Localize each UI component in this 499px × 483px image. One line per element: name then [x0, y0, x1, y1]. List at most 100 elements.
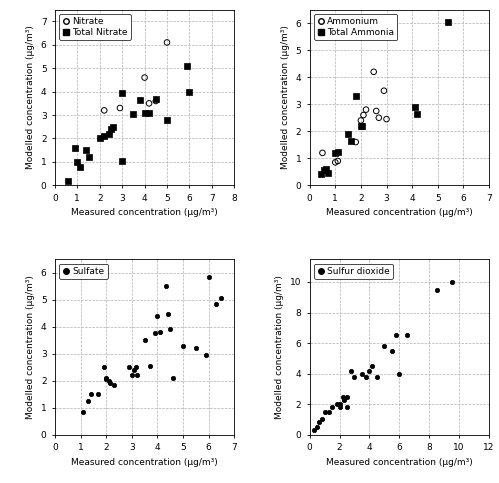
Point	[179, 341, 187, 349]
Point	[310, 426, 318, 434]
Point	[213, 300, 221, 308]
Point	[94, 390, 102, 398]
Point	[403, 331, 411, 339]
Point	[164, 311, 172, 318]
Point	[320, 167, 328, 174]
Point	[343, 403, 351, 411]
Legend: Ammonium, Total Ammonia: Ammonium, Total Ammonia	[314, 14, 397, 40]
Point	[116, 104, 124, 112]
Point	[380, 87, 388, 95]
Point	[100, 132, 108, 140]
Point	[128, 371, 136, 379]
Point	[166, 326, 174, 333]
Point	[156, 328, 164, 336]
Point	[334, 157, 342, 165]
Point	[347, 367, 355, 374]
Point	[163, 116, 171, 124]
Point	[145, 109, 153, 116]
Point	[145, 99, 153, 107]
Point	[340, 396, 348, 403]
Point	[152, 97, 160, 105]
Point	[323, 169, 331, 177]
Point	[313, 423, 321, 431]
Point	[105, 377, 113, 384]
Y-axis label: Modelled concentration (μg/m³): Modelled concentration (μg/m³)	[281, 26, 290, 170]
Point	[331, 149, 339, 157]
Point	[359, 111, 367, 119]
Point	[325, 408, 333, 416]
Point	[317, 170, 325, 178]
Point	[331, 158, 339, 166]
Point	[106, 380, 114, 387]
Point	[100, 363, 108, 371]
Point	[141, 336, 149, 344]
Point	[205, 273, 213, 281]
Point	[109, 123, 117, 130]
Point	[186, 88, 194, 96]
Point	[146, 362, 154, 369]
X-axis label: Measured concentration (μg/m³): Measured concentration (μg/m³)	[326, 208, 473, 217]
Point	[334, 148, 342, 156]
Point	[162, 282, 170, 290]
Point	[169, 374, 177, 382]
Point	[183, 62, 191, 70]
Point	[151, 329, 159, 337]
Point	[82, 146, 90, 154]
Legend: Sulfate: Sulfate	[59, 264, 108, 279]
Point	[141, 109, 149, 116]
Point	[344, 130, 352, 138]
Point	[347, 137, 355, 144]
Point	[358, 122, 366, 130]
Point	[375, 114, 383, 122]
Point	[133, 371, 141, 379]
Point	[335, 400, 343, 408]
Point	[388, 347, 396, 355]
Point	[71, 144, 79, 152]
Point	[380, 342, 388, 350]
Point	[152, 95, 160, 102]
Point	[343, 393, 351, 400]
Y-axis label: Modelled concentration (μg/m³): Modelled concentration (μg/m³)	[26, 275, 35, 419]
X-axis label: Measured concentration (μg/m³): Measured concentration (μg/m³)	[326, 457, 473, 467]
Legend: Sulfur dioxide: Sulfur dioxide	[314, 264, 393, 279]
Point	[118, 157, 126, 165]
Point	[370, 68, 378, 76]
Point	[413, 110, 421, 117]
X-axis label: Measured concentration (μg/m³): Measured concentration (μg/m³)	[71, 208, 218, 217]
Point	[125, 363, 133, 371]
Point	[163, 39, 171, 46]
Point	[383, 115, 391, 123]
Point	[218, 294, 226, 302]
Point	[102, 375, 110, 383]
Point	[192, 344, 200, 352]
Point	[448, 278, 456, 286]
Point	[153, 312, 161, 320]
Point	[332, 400, 340, 408]
Point	[136, 96, 144, 104]
Point	[318, 149, 326, 157]
Point	[322, 165, 330, 173]
Point	[317, 415, 325, 423]
Point	[84, 397, 92, 405]
Point	[411, 103, 419, 111]
Point	[444, 18, 452, 26]
Point	[372, 107, 380, 115]
Y-axis label: Modelled concentration (μg/m³): Modelled concentration (μg/m³)	[26, 26, 35, 170]
Point	[75, 163, 83, 170]
Point	[314, 419, 322, 426]
Point	[358, 370, 366, 378]
Legend: Nitrate, Total Nitrate: Nitrate, Total Nitrate	[59, 14, 131, 40]
Point	[105, 130, 113, 138]
X-axis label: Measured concentration (μg/m³): Measured concentration (μg/m³)	[71, 457, 218, 467]
Point	[362, 106, 370, 114]
Point	[357, 116, 365, 124]
Point	[433, 286, 441, 294]
Point	[365, 367, 373, 374]
Point	[102, 374, 110, 382]
Point	[350, 373, 358, 381]
Point	[335, 403, 343, 411]
Point	[328, 403, 336, 411]
Y-axis label: Modelled concentration (μg/m³): Modelled concentration (μg/m³)	[275, 275, 284, 419]
Point	[84, 153, 92, 161]
Point	[73, 158, 81, 166]
